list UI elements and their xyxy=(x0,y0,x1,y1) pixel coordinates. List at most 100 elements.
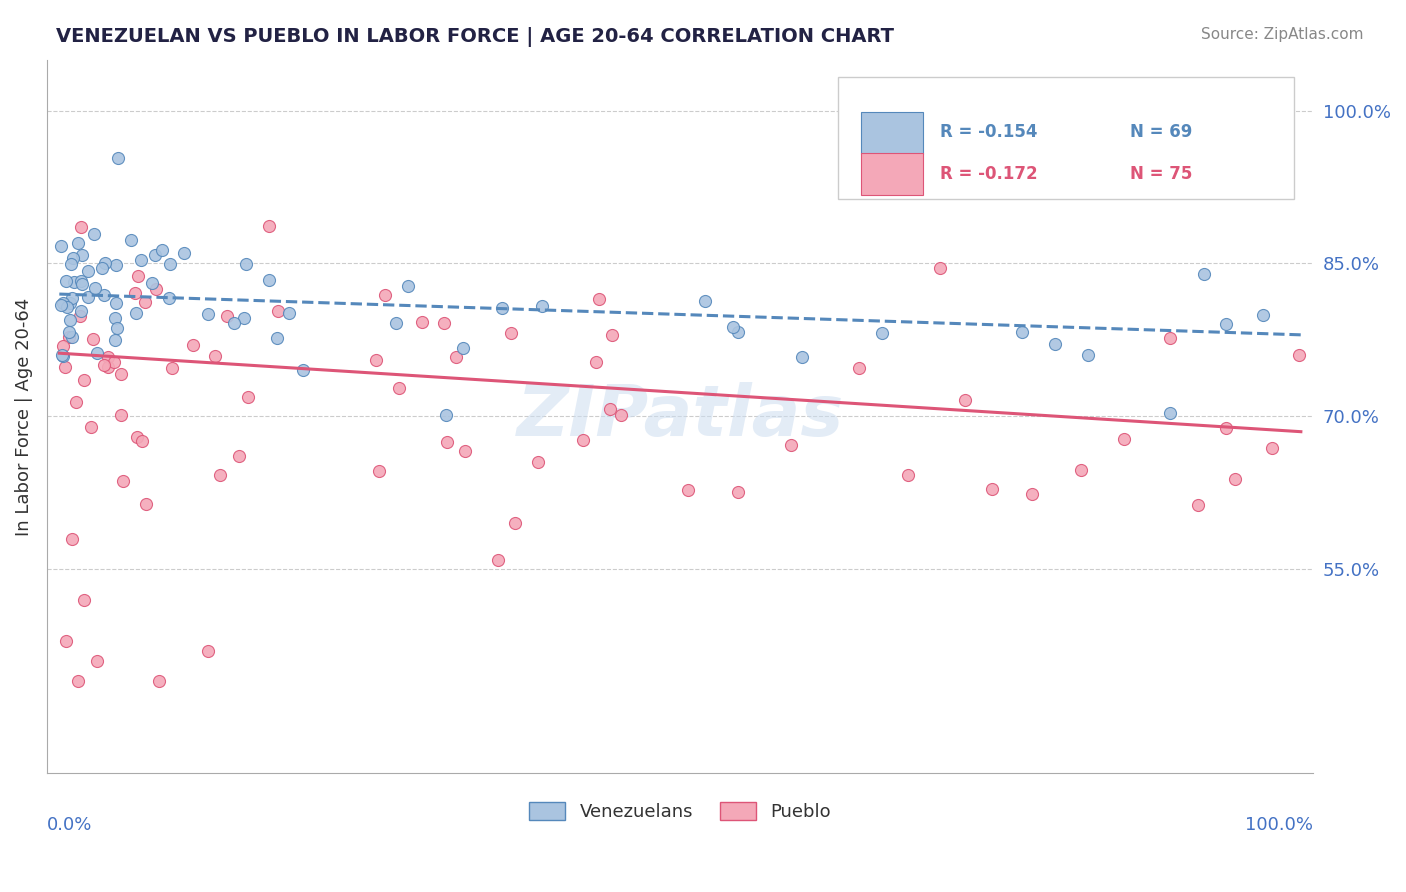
Text: N = 69: N = 69 xyxy=(1129,123,1192,142)
Text: N = 75: N = 75 xyxy=(1129,165,1192,183)
Point xyxy=(55,275,77,289)
Point xyxy=(602,327,624,342)
Point xyxy=(1225,472,1247,486)
Point xyxy=(676,483,699,497)
Point xyxy=(51,348,73,362)
Point xyxy=(70,248,93,262)
Point xyxy=(97,359,120,374)
Point xyxy=(145,282,167,296)
Point xyxy=(364,353,387,368)
Point xyxy=(980,482,1002,496)
Point xyxy=(368,464,391,478)
Point xyxy=(60,330,83,344)
Point xyxy=(110,408,132,422)
Point xyxy=(60,532,83,546)
Point xyxy=(127,268,149,283)
Point xyxy=(436,435,458,450)
Point xyxy=(870,326,893,340)
Point xyxy=(291,363,314,377)
Point xyxy=(110,368,132,382)
Point xyxy=(1011,326,1033,340)
Point xyxy=(127,430,149,444)
Point xyxy=(160,360,183,375)
Point xyxy=(69,310,91,324)
Point xyxy=(721,319,744,334)
Point xyxy=(52,338,75,352)
Point xyxy=(235,257,257,271)
Point xyxy=(105,296,128,310)
Point xyxy=(150,244,173,258)
Point xyxy=(588,292,610,306)
Point xyxy=(232,310,254,325)
Point xyxy=(143,248,166,262)
Point xyxy=(897,467,920,482)
Point xyxy=(1045,337,1067,351)
Point xyxy=(70,277,93,292)
Point xyxy=(388,381,411,395)
Point xyxy=(104,310,127,325)
Point xyxy=(374,288,396,302)
Point xyxy=(1021,487,1043,501)
Point xyxy=(1192,268,1215,282)
Point xyxy=(105,321,128,335)
Text: VENEZUELAN VS PUEBLO IN LABOR FORCE | AGE 20-64 CORRELATION CHART: VENEZUELAN VS PUEBLO IN LABOR FORCE | AG… xyxy=(56,27,894,46)
Point xyxy=(125,306,148,320)
Point xyxy=(486,553,509,567)
Point xyxy=(197,644,219,658)
Point xyxy=(90,260,112,275)
Text: R = -0.154: R = -0.154 xyxy=(939,123,1038,142)
Point xyxy=(52,296,75,310)
Point xyxy=(451,341,474,355)
Text: 100.0%: 100.0% xyxy=(1246,816,1313,834)
Point xyxy=(693,294,716,309)
Point xyxy=(411,314,433,328)
Point xyxy=(157,292,180,306)
Point xyxy=(1070,463,1092,477)
Point xyxy=(266,304,288,318)
Point xyxy=(148,674,170,689)
Point xyxy=(1159,406,1181,420)
Point xyxy=(848,360,870,375)
Point xyxy=(93,358,115,372)
Point xyxy=(59,257,82,271)
Point xyxy=(60,291,83,305)
Point xyxy=(107,152,129,166)
Point xyxy=(59,313,82,327)
Point xyxy=(58,330,80,344)
Point xyxy=(73,373,96,387)
Point xyxy=(70,219,93,234)
Point xyxy=(129,253,152,268)
Point xyxy=(228,449,250,463)
Point xyxy=(59,296,82,310)
Point xyxy=(66,235,89,250)
Point xyxy=(257,273,280,287)
Point xyxy=(49,239,72,253)
Point xyxy=(63,276,86,290)
Point xyxy=(51,297,73,311)
Point xyxy=(727,326,749,340)
Point xyxy=(86,346,108,360)
Point xyxy=(215,309,238,323)
Point xyxy=(727,485,749,500)
Text: R = -0.172: R = -0.172 xyxy=(939,165,1038,183)
Legend: Venezuelans, Pueblo: Venezuelans, Pueblo xyxy=(522,795,838,829)
Point xyxy=(444,350,467,364)
Point xyxy=(76,290,98,304)
Point xyxy=(112,475,135,489)
Text: 0.0%: 0.0% xyxy=(46,816,93,834)
Point xyxy=(501,326,523,340)
Point xyxy=(97,350,120,364)
Point xyxy=(120,234,142,248)
Point xyxy=(66,674,89,689)
Point xyxy=(224,316,246,330)
Point xyxy=(1261,441,1284,455)
Point xyxy=(69,304,91,318)
Point xyxy=(530,299,553,313)
Point xyxy=(84,281,107,295)
Point xyxy=(929,261,952,276)
Point xyxy=(1112,432,1135,446)
Point xyxy=(56,300,79,314)
Point xyxy=(62,251,84,265)
Point xyxy=(1215,317,1237,331)
Point xyxy=(277,306,299,320)
